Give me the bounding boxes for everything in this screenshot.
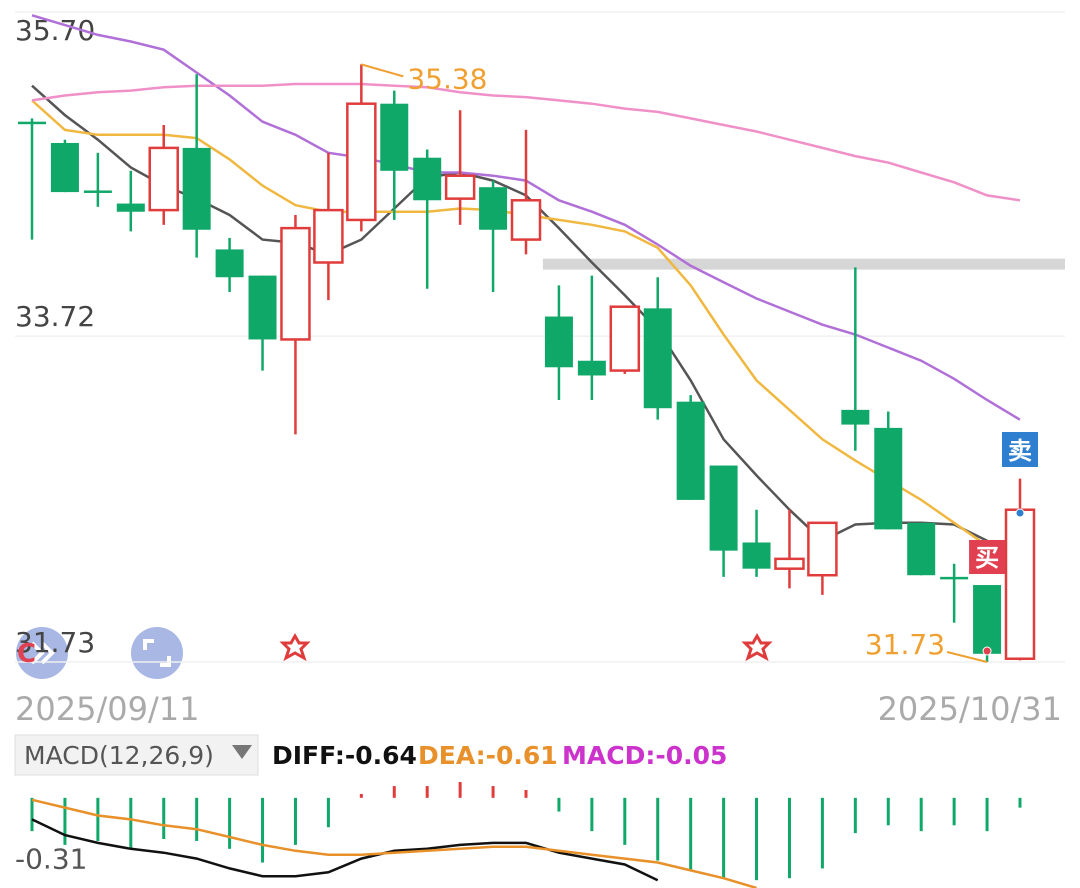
macd-bar — [326, 797, 330, 828]
sell-signal: 卖 — [1008, 437, 1032, 465]
candle-body — [380, 103, 409, 171]
macd-bar — [359, 793, 363, 798]
y-tick-label: 31.73 — [15, 626, 95, 659]
candle-body — [874, 427, 903, 530]
tool-icon[interactable] — [16, 627, 183, 679]
macd-bar — [985, 797, 989, 832]
macd-bar — [623, 797, 627, 845]
candle-body — [413, 157, 442, 201]
macd-bar — [425, 786, 429, 798]
macd-bar — [886, 797, 890, 826]
candle-body — [676, 401, 705, 500]
badge: C — [17, 639, 36, 669]
star-icon — [279, 632, 773, 662]
indicator-readout: MACD:-0.05 — [562, 741, 727, 770]
candle-body — [544, 316, 573, 368]
indicator-dropdown[interactable] — [14, 734, 259, 776]
candle-body — [709, 465, 738, 551]
macd-bar — [228, 797, 232, 849]
candle-body — [973, 585, 1002, 654]
candle-body — [280, 226, 311, 341]
candle-body — [510, 199, 542, 241]
macd-bar — [261, 797, 265, 863]
x-tick-label: 2025/09/11 — [15, 690, 199, 728]
macd-bar — [63, 797, 67, 845]
indicator-readout: DEA:-0.61 — [418, 741, 558, 770]
dropdown-arrow — [232, 745, 252, 759]
macd-bar — [1018, 797, 1022, 808]
buy-signal: 买 — [975, 544, 999, 572]
macd-bar — [590, 797, 594, 832]
candle-body — [182, 147, 211, 230]
y-tick-label: -0.31 — [15, 843, 87, 876]
macd-bar — [392, 786, 396, 798]
macd-bar — [195, 797, 199, 841]
candle-body — [479, 187, 508, 230]
macd-panel — [30, 782, 1022, 888]
max-label: 35.38 — [407, 62, 487, 95]
macd-bar — [162, 797, 166, 839]
candle-body — [643, 308, 672, 409]
macd-bar — [787, 797, 791, 879]
candle-body — [83, 190, 112, 193]
macd-bar — [853, 797, 857, 834]
indicator-readout: DIFF:-0.64 — [272, 741, 417, 770]
macd-bar — [656, 797, 660, 861]
candle-body — [248, 275, 277, 340]
macd-bar — [524, 790, 528, 798]
macd-bar — [919, 797, 923, 832]
buy-signal-box — [969, 540, 1006, 574]
annotation-leader — [946, 651, 988, 663]
x-tick-label: 2025/10/31 — [878, 690, 1062, 728]
candle-body — [50, 142, 79, 193]
candle-body — [577, 360, 606, 376]
annotation-leader — [361, 63, 404, 78]
indicator-label: MACD(12,26,9) — [24, 741, 214, 770]
macd-bar — [458, 782, 462, 798]
candle-body — [774, 557, 805, 570]
min-label: 31.73 — [865, 628, 945, 661]
macd-bar — [129, 797, 133, 849]
y-tick-label: 33.72 — [15, 300, 95, 333]
macd-bar — [755, 797, 759, 881]
signal-dot — [1015, 508, 1025, 518]
macd-bar — [820, 797, 824, 869]
indicator-line — [31, 818, 659, 882]
macd-bar — [952, 797, 956, 826]
macd-bar — [557, 797, 561, 812]
candle-body — [148, 146, 179, 212]
candle-body — [907, 522, 936, 576]
macd-bar — [689, 797, 693, 871]
signal-dot — [982, 646, 992, 656]
candle-body — [346, 102, 377, 222]
candle-body — [444, 174, 476, 200]
candle-body — [609, 305, 641, 372]
macd-bar — [722, 797, 726, 879]
candle-body — [215, 249, 244, 278]
candle-body — [313, 208, 344, 264]
candle-body — [940, 576, 969, 580]
macd-bar — [96, 797, 100, 841]
candle-body — [841, 409, 870, 425]
sell-signal-box — [1002, 432, 1038, 467]
candle-body — [18, 121, 46, 125]
macd-bar — [30, 797, 34, 832]
macd-bar — [293, 797, 297, 845]
macd-bar — [491, 786, 495, 798]
candle-body — [116, 203, 145, 212]
candle-body — [742, 542, 771, 569]
candle-body — [1004, 508, 1036, 660]
candle-body — [807, 521, 838, 577]
indicator-line — [31, 798, 757, 888]
